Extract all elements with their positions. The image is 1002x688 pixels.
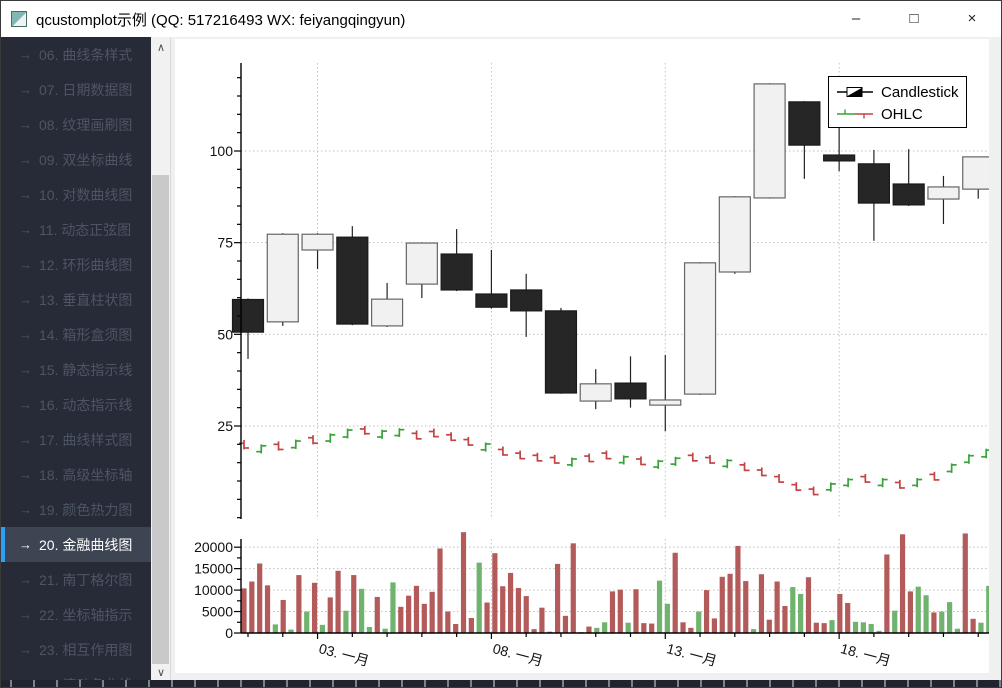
arrow-icon: → <box>19 257 32 272</box>
sidebar-item-10[interactable]: → 10. 对数曲线图 <box>1 177 151 212</box>
sidebar-item-label: 18. 高级坐标轴 <box>39 466 133 483</box>
sidebar-item-label: 16. 动态指示线 <box>39 396 133 413</box>
sidebar-item-17[interactable]: → 17. 曲线样式图 <box>1 422 151 457</box>
sidebar-item-15[interactable]: → 15. 静态指示线 <box>1 352 151 387</box>
y-axis-tick-label: 75 <box>217 235 233 251</box>
arrow-icon: → <box>19 292 32 307</box>
sidebar-item-7[interactable]: → 07. 日期数据图 <box>1 72 151 107</box>
sidebar-item-label: 21. 南丁格尔图 <box>39 571 133 588</box>
sidebar-item-label: 12. 环形曲线图 <box>39 256 133 273</box>
sidebar-item-label: 22. 坐标轴指示 <box>39 606 133 623</box>
arrow-icon: → <box>19 187 32 202</box>
sidebar-item-18[interactable]: → 18. 高级坐标轴 <box>1 457 151 492</box>
sidebar-item-label: 06. 曲线条样式 <box>39 46 133 63</box>
grid-lines <box>241 63 989 633</box>
y-axis-tick-label: 100 <box>210 143 234 159</box>
arrow-icon: → <box>19 222 32 237</box>
volume-tick-label: 10000 <box>194 582 233 598</box>
scrollbar-down-icon[interactable]: ∨ <box>156 667 166 679</box>
sidebar-item-label: 14. 箱形盒须图 <box>39 326 133 343</box>
financial-chart[interactable]: 25 50 75 100 0 5000 10000 15000 20000 03. 一月 08. 一… <box>171 37 1002 688</box>
sidebar-item-22[interactable]: → 22. 坐标轴指示 <box>1 597 151 632</box>
axes: 25 50 75 100 0 5000 10000 15000 20000 03. 一月 08. 一… <box>194 63 989 669</box>
y-axis-tick-label: 50 <box>217 326 233 342</box>
arrow-icon: → <box>19 607 32 622</box>
sidebar-item-label: 17. 曲线样式图 <box>39 431 133 448</box>
candlestick-series <box>231 83 989 432</box>
arrow-icon: → <box>19 397 32 412</box>
arrow-icon: → <box>19 537 32 552</box>
arrow-icon: → <box>19 467 32 482</box>
sidebar-item-19[interactable]: → 19. 颜色热力图 <box>1 492 151 527</box>
x-axis-tick-label: 08. 一月 <box>491 640 545 669</box>
sidebar-item-11[interactable]: → 11. 动态正弦图 <box>1 212 151 247</box>
volume-tick-label: 15000 <box>194 561 233 577</box>
sidebar-item-label: 20. 金融曲线图 <box>39 536 133 553</box>
sidebar-item-label: 08. 纹理画刷图 <box>39 116 133 133</box>
sidebar-item-12[interactable]: → 12. 环形曲线图 <box>1 247 151 282</box>
arrow-icon: → <box>19 502 32 517</box>
close-button[interactable]: × <box>967 9 977 27</box>
sidebar-item-14[interactable]: → 14. 箱形盒须图 <box>1 317 151 352</box>
maximize-button[interactable]: □ <box>909 9 919 27</box>
arrow-icon: → <box>19 117 32 132</box>
x-axis-tick-label: 03. 一月 <box>317 640 371 669</box>
legend-item-candlestick: Candlestick <box>837 81 966 103</box>
arrow-icon: → <box>19 47 32 62</box>
sidebar-item-label: 15. 静态指示线 <box>39 361 133 378</box>
sidebar-item-label: 23. 相互作用图 <box>39 641 133 658</box>
sidebar-item-23[interactable]: → 23. 相互作用图 <box>1 632 151 667</box>
sidebar-item-6[interactable]: → 06. 曲线条样式 <box>1 37 151 72</box>
volume-tick-label: 0 <box>225 625 233 641</box>
scrollbar-up-icon[interactable]: ∧ <box>156 42 166 54</box>
volume-tick-label: 20000 <box>194 539 233 555</box>
x-axis-tick-label: 13. 一月 <box>665 640 719 669</box>
bottom-window-edge <box>1 680 1001 687</box>
ohlc-legend-icon <box>837 109 873 119</box>
x-axis-tick-label: 18. 一月 <box>839 640 893 669</box>
sidebar-item-label: 13. 垂直柱状图 <box>39 291 133 308</box>
candlestick-legend-icon <box>837 87 873 97</box>
sidebar-scrollbar[interactable]: ∧ ∨ <box>151 37 171 687</box>
sidebar-item-8[interactable]: → 08. 纹理画刷图 <box>1 107 151 142</box>
arrow-icon: → <box>19 432 32 447</box>
legend-item-ohlc: OHLC <box>837 103 966 125</box>
arrow-icon: → <box>19 152 32 167</box>
sidebar-item-label: 10. 对数曲线图 <box>39 186 133 203</box>
sidebar-item-label: 07. 日期数据图 <box>39 81 133 98</box>
sidebar-item-label: 09. 双坐标曲线 <box>39 151 133 168</box>
chart-legend: Candlestick OHLC <box>828 76 967 128</box>
arrow-icon: → <box>19 82 32 97</box>
arrow-icon: → <box>19 327 32 342</box>
sidebar-menu: → 06. 曲线条样式 → 07. 日期数据图 → 08. 纹理画刷图 → 09. 双坐标曲线… <box>1 37 151 687</box>
sidebar-item-label: 11. 动态正弦图 <box>39 221 132 238</box>
sidebar-item-13[interactable]: → 13. 垂直柱状图 <box>1 282 151 317</box>
y-axis-tick-label: 25 <box>217 418 233 434</box>
sidebar-item-9[interactable]: → 09. 双坐标曲线 <box>1 142 151 177</box>
plot-background <box>175 39 989 673</box>
arrow-icon: → <box>19 572 32 587</box>
ohlc-series <box>239 426 989 496</box>
volume-series <box>241 532 989 633</box>
scrollbar-thumb[interactable] <box>152 175 169 664</box>
sidebar-item-21[interactable]: → 21. 南丁格尔图 <box>1 562 151 597</box>
sidebar-item-label: 19. 颜色热力图 <box>39 501 133 518</box>
volume-tick-label: 5000 <box>202 604 233 620</box>
app-icon <box>11 11 27 27</box>
arrow-icon: → <box>19 642 32 657</box>
title-bar: qcustomplot示例 (QQ: 517216493 WX: feiyang… <box>1 1 1001 37</box>
legend-label: OHLC <box>881 105 923 123</box>
sidebar-item-16[interactable]: → 16. 动态指示线 <box>1 387 151 422</box>
window-title: qcustomplot示例 (QQ: 517216493 WX: feiyang… <box>36 11 406 29</box>
chart-area[interactable]: 25 50 75 100 0 5000 10000 15000 20000 03. 一月 08. 一… <box>171 37 1002 688</box>
arrow-icon: → <box>19 362 32 377</box>
minimize-button[interactable]: – <box>851 9 861 27</box>
legend-label: Candlestick <box>881 83 959 101</box>
sidebar-item-20[interactable]: → 20. 金融曲线图 <box>1 527 151 562</box>
